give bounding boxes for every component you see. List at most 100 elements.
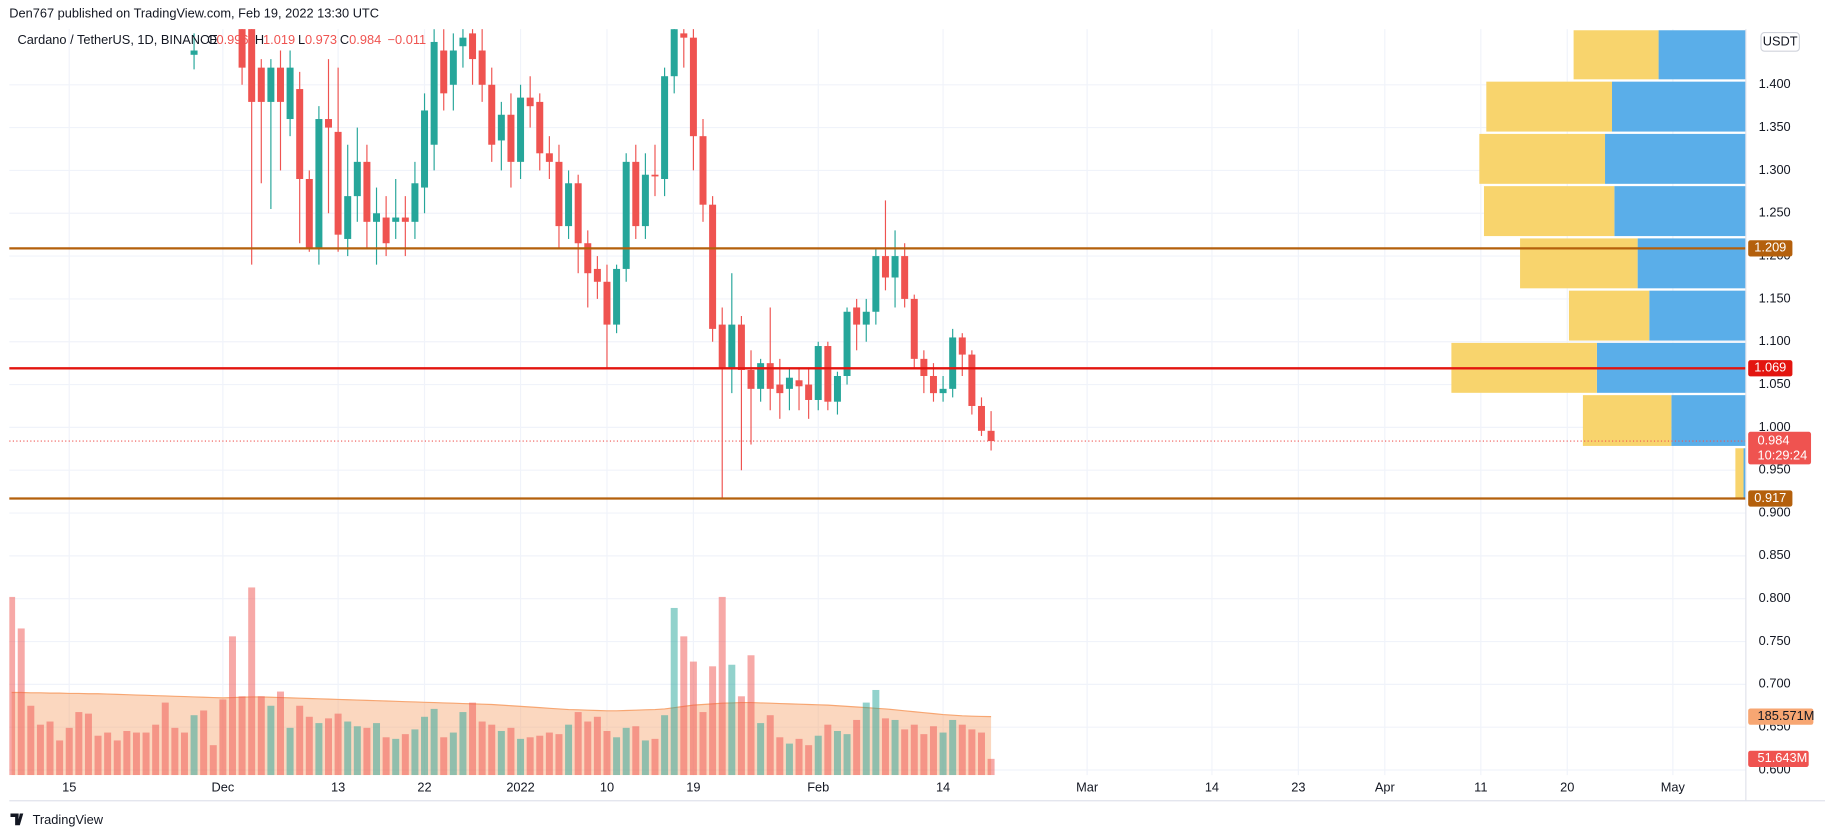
candle-body — [267, 67, 275, 102]
volume-bar — [757, 723, 765, 776]
volume-bar — [180, 732, 188, 776]
candle-body — [517, 97, 525, 162]
volume-bar — [248, 587, 256, 776]
overlay: 0.6000.6500.7000.7500.8000.8500.9000.950… — [9, 32, 1814, 794]
legend-key: C — [340, 32, 349, 47]
volume-bar — [421, 716, 429, 776]
volume-bar — [593, 716, 601, 776]
volume-bar — [152, 724, 160, 776]
candle-body — [843, 311, 851, 376]
profile-down — [1735, 448, 1744, 499]
candle-body — [776, 384, 784, 394]
legend-key: O — [207, 32, 217, 47]
volume-bar — [459, 712, 467, 776]
volume-bar — [958, 724, 966, 776]
candle-body — [901, 256, 909, 299]
currency-box — [1760, 32, 1800, 52]
level-label: 0.917 — [1754, 490, 1786, 505]
level-label-box — [1748, 490, 1793, 507]
candle-body — [881, 256, 889, 278]
candle-body — [680, 33, 688, 38]
candle-body — [891, 256, 899, 278]
volume-bar — [171, 727, 179, 776]
volume-bar — [843, 734, 851, 776]
volume-bar — [46, 721, 54, 776]
candle-body — [478, 50, 486, 85]
volume-bar — [517, 738, 525, 776]
volume-bar — [94, 735, 102, 776]
volume-bar — [613, 737, 621, 776]
level-label-box — [1748, 240, 1793, 257]
profile-up — [1671, 395, 1746, 446]
volume-bar — [353, 726, 361, 776]
symbol: Cardano / TetherUS, 1D, BINANCE — [17, 32, 217, 47]
volume-bar — [104, 732, 112, 776]
candle-body — [507, 114, 515, 162]
volume-bar — [929, 726, 937, 776]
candle-body — [392, 217, 400, 222]
y-tick-label: 0.950 — [1759, 462, 1791, 477]
legend-key: H — [255, 32, 264, 47]
volume-bar — [123, 730, 131, 776]
volume-bar — [200, 710, 208, 776]
x-tick-label: Feb — [807, 779, 829, 794]
volume-bar — [373, 723, 381, 776]
candle-body — [305, 178, 313, 248]
x-tick-label: Dec — [211, 779, 234, 794]
volume-bar — [949, 719, 957, 776]
candle-body — [574, 183, 582, 244]
last-price-box — [1748, 431, 1812, 465]
y-tick-label: 1.000 — [1759, 419, 1791, 434]
volume-bar — [190, 715, 198, 776]
volume-bar — [36, 724, 44, 776]
candle-body — [286, 67, 294, 120]
candle-body — [670, 29, 678, 77]
candle-body — [622, 161, 630, 269]
candle-body — [373, 213, 381, 222]
candle-body — [430, 41, 438, 145]
x-tick-label: May — [1661, 779, 1686, 794]
legend-change: −0.011 — [388, 32, 427, 47]
profile-up — [1658, 30, 1746, 80]
volume-bar — [555, 734, 563, 776]
candle-body — [238, 29, 246, 68]
volume-bar — [853, 719, 861, 776]
volume-bar — [824, 724, 832, 776]
candle-body — [824, 346, 832, 402]
candle-body — [440, 50, 448, 94]
candle-body — [565, 183, 573, 227]
candle-body — [497, 114, 505, 141]
y-tick-label: 0.750 — [1759, 633, 1791, 648]
candle-body — [325, 119, 332, 128]
volume-bar — [440, 737, 448, 776]
candle-body — [459, 37, 467, 47]
y-tick-label: 0.700 — [1759, 676, 1791, 691]
volume-bar — [545, 732, 553, 776]
candle-body — [555, 161, 563, 227]
volume-bar — [939, 732, 947, 776]
candle-body — [651, 174, 659, 177]
volume-bar — [478, 721, 486, 776]
volume-bar — [219, 699, 227, 776]
volume-bar — [526, 737, 534, 776]
candle-body — [315, 119, 323, 248]
x-tick-label: 15 — [62, 779, 76, 794]
volume-bar — [296, 705, 304, 776]
volume-bar — [27, 705, 35, 776]
y-tick-label: 1.050 — [1759, 376, 1791, 391]
y-tick-label: 0.800 — [1759, 590, 1791, 605]
profile-down — [1479, 133, 1606, 184]
volume-bar — [84, 713, 92, 776]
volume-bar — [805, 745, 813, 776]
volume-bar — [315, 723, 323, 776]
volume-bar — [411, 729, 419, 776]
candle-body — [737, 324, 745, 371]
volume-bar — [449, 732, 457, 776]
volume-bar — [901, 729, 909, 776]
candle-body — [795, 380, 803, 387]
volume-bar — [430, 708, 438, 776]
candle-body — [968, 354, 976, 406]
volume-bar — [920, 734, 928, 776]
volume-bar — [699, 712, 707, 776]
